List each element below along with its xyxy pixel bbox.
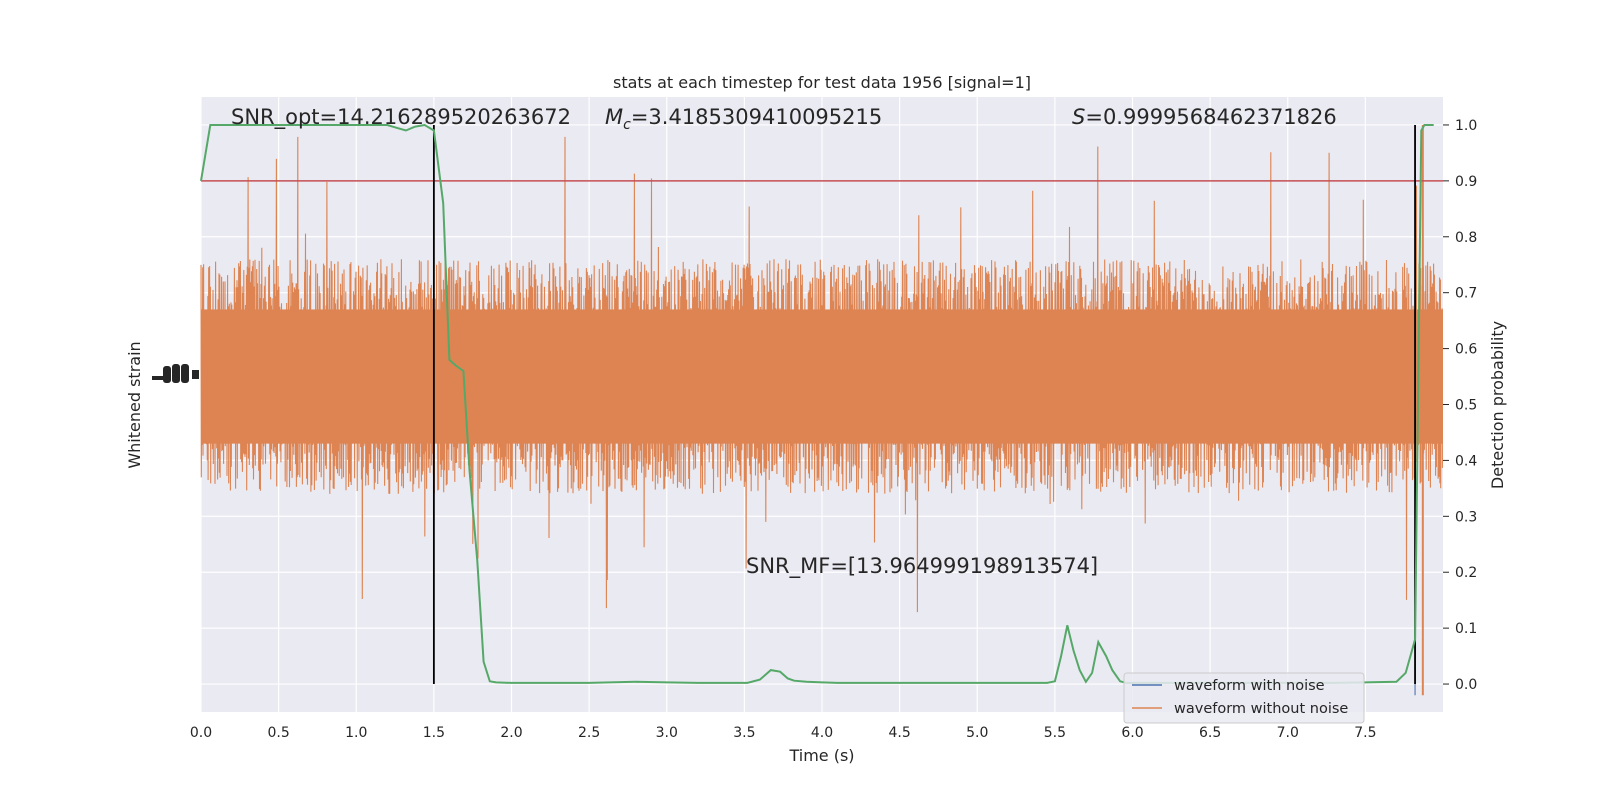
y-tick-label: 0.8 <box>1455 230 1477 246</box>
y-axis-ticks-right: 0.0 0.1 0.2 0.3 0.4 0.5 0.6 0.7 0.8 0.9 1.0 <box>1443 118 1477 693</box>
series-waveform-core <box>201 309 1443 444</box>
y-tick-label: 0.0 <box>1455 677 1477 693</box>
x-tick-label: 3.5 <box>733 725 755 741</box>
legend-label-with-noise: waveform with noise <box>1174 678 1325 694</box>
x-tick-label: 0.0 <box>190 725 212 741</box>
y-tick-label: 1.0 <box>1455 118 1477 134</box>
x-tick-label: 4.0 <box>811 725 833 741</box>
y-tick-label: 0.3 <box>1455 509 1477 525</box>
chirp-mass-annotation: Mc=3.4185309410095215 <box>605 105 882 133</box>
x-tick-label: 2.0 <box>500 725 522 741</box>
x-tick-label: 7.0 <box>1277 725 1299 741</box>
x-tick-label: 0.5 <box>267 725 289 741</box>
s-annotation: S=0.9999568462371826 <box>1072 105 1337 129</box>
x-tick-label: 6.0 <box>1121 725 1143 741</box>
x-axis-label: Time (s) <box>788 746 854 765</box>
x-axis-ticks: 0.0 0.5 1.0 1.5 2.0 2.5 3.0 3.5 4.0 4.5 5.0 5.5 6.0 6… <box>190 725 1377 741</box>
plot-area <box>200 123 1443 696</box>
snr-opt-annotation: SNR_opt=14.216289520263672 <box>231 105 571 130</box>
strain-tick-cluster <box>152 364 199 383</box>
legend-label-without-noise: waveform without noise <box>1174 701 1348 717</box>
x-tick-label: 1.5 <box>423 725 445 741</box>
x-tick-label: 2.5 <box>578 725 600 741</box>
x-tick-label: 5.5 <box>1044 725 1066 741</box>
y-axis-label-right: Detection probability <box>1488 321 1507 489</box>
y-tick-label: 0.2 <box>1455 565 1477 581</box>
snr-mf-annotation: SNR_MF=[13.964999198913574] <box>746 554 1098 579</box>
legend-box <box>1123 672 1365 724</box>
x-tick-label: 1.0 <box>345 725 367 741</box>
y-tick-label: 0.9 <box>1455 174 1477 190</box>
x-tick-label: 5.0 <box>966 725 988 741</box>
chart-title: stats at each timestep for test data 195… <box>613 73 1031 92</box>
x-tick-label: 4.5 <box>888 725 910 741</box>
y-tick-label: 0.1 <box>1455 621 1477 637</box>
y-axis-label-left: Whitened strain <box>125 341 144 468</box>
legend: waveform with noise waveform without noi… <box>1123 672 1365 724</box>
x-tick-label: 3.0 <box>656 725 678 741</box>
y-tick-label: 0.6 <box>1455 342 1477 358</box>
y-tick-label: 0.5 <box>1455 398 1477 414</box>
y-tick-label: 0.7 <box>1455 286 1477 302</box>
y-tick-label: 0.4 <box>1455 453 1477 469</box>
x-tick-label: 7.5 <box>1354 725 1376 741</box>
x-tick-label: 6.5 <box>1199 725 1221 741</box>
